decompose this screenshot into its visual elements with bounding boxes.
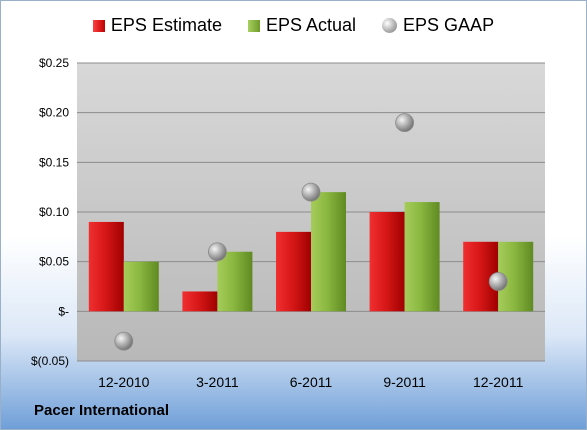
point-eps-gaap [114,331,134,351]
y-axis-ticks: $(0.05) $- $0.05 $0.10 $0.15 $0.20 $0.25 [31,56,69,368]
point-eps-gaap [207,242,227,262]
estimate-swatch [92,19,105,32]
x-tick-label: 9-2011 [383,374,426,390]
y-tick-label: $0.10 [39,205,69,219]
point-eps-gaap [488,272,508,291]
y-tick-label: $(0.05) [31,354,69,368]
point-eps-gaap [395,113,415,132]
company-name: Pacer International [34,402,170,419]
legend-label-estimate: EPS Estimate [110,15,222,35]
x-tick-label: 3-2011 [196,374,239,390]
bar-eps-estimate [182,291,218,312]
x-tick-label: 6-2011 [290,374,333,390]
y-tick-label: $- [58,304,69,318]
y-tick-label: $0.25 [39,56,69,70]
bars [88,192,534,312]
bar-eps-estimate [88,221,124,312]
bar-eps-estimate [369,212,405,312]
x-axis-ticks: 12-2010 3-2011 6-2011 9-2011 12-2011 [98,374,523,390]
gaap-swatch [382,18,398,33]
legend-label-actual: EPS Actual [265,15,357,35]
y-tick-label: $0.05 [39,255,69,269]
bar-eps-actual [311,192,346,312]
legend: EPS Estimate EPS Actual EPS GAAP [1,15,586,36]
x-tick-label: 12-2011 [473,374,524,390]
bar-eps-actual [404,202,440,312]
legend-item-gaap: EPS GAAP [382,15,494,36]
gaap-points [114,113,508,351]
bar-eps-estimate [276,231,311,312]
bar-eps-actual [217,251,253,312]
legend-label-gaap: EPS GAAP [403,15,495,35]
point-eps-gaap [301,182,321,202]
legend-item-actual: EPS Actual [247,15,357,36]
x-tick-label: 12-2010 [98,374,150,390]
y-tick-label: $0.20 [39,106,69,120]
legend-item-estimate: EPS Estimate [92,15,222,36]
bar-eps-actual [123,261,159,312]
actual-swatch [247,19,260,32]
y-tick-label: $0.15 [39,155,69,169]
